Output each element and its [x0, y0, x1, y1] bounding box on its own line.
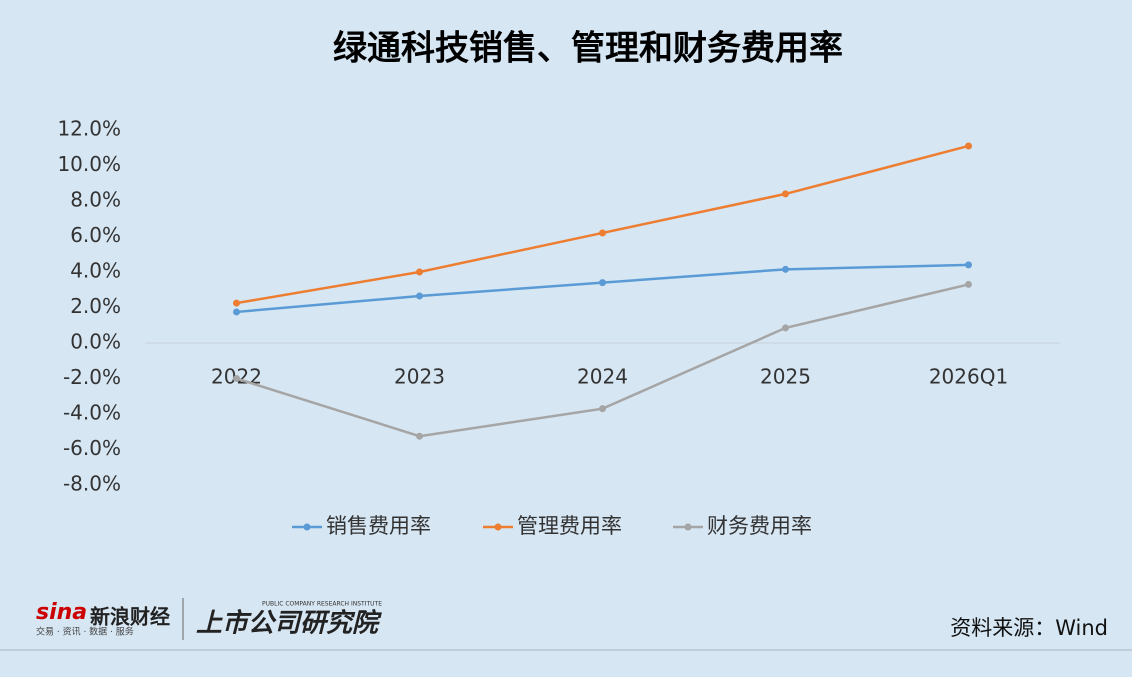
point [599, 279, 606, 287]
brand: 新浪财经 [90, 605, 170, 629]
point [233, 308, 240, 316]
y-tick-label: -6.0% [63, 436, 121, 460]
y-tick-label: 4.0% [70, 259, 121, 283]
y-tick-label: 10.0% [57, 152, 121, 176]
legend-marker [494, 523, 502, 531]
x-tick-label: 2023 [394, 365, 445, 389]
legend-label: 管理费用率 [517, 514, 622, 538]
y-tick-label: 6.0% [70, 223, 121, 247]
point [233, 299, 240, 307]
brand-logo: sina [36, 600, 87, 625]
institute-en: PUBLIC COMPANY RESEARCH INSTITUTE [262, 601, 382, 608]
point [599, 229, 606, 237]
y-tick-label: -8.0% [63, 472, 121, 496]
point [416, 268, 423, 276]
point [782, 265, 789, 273]
point [782, 190, 789, 198]
x-tick-label: 2026Q1 [929, 365, 1008, 389]
brand-tagline: 交易 · 资讯 · 数据 · 服务 [36, 626, 134, 638]
y-tick-label: 12.0% [57, 117, 121, 141]
point [416, 432, 423, 440]
x-tick-label: 2024 [577, 365, 628, 389]
source: 资料来源：Wind [950, 616, 1108, 640]
point [965, 142, 972, 150]
legend-label: 销售费用率 [326, 514, 431, 538]
x-tick-label: 2025 [760, 365, 811, 389]
point [965, 280, 972, 288]
institute: 上市公司研究院 [196, 609, 382, 639]
legend-label: 财务费用率 [707, 514, 812, 538]
y-tick-label: 2.0% [70, 294, 121, 318]
point [965, 261, 972, 269]
y-tick-label: 0.0% [70, 330, 121, 354]
point [782, 324, 789, 332]
legend-marker [684, 523, 692, 531]
y-tick-label: -4.0% [63, 401, 121, 425]
y-tick-label: -2.0% [63, 365, 121, 389]
y-tick-label: 8.0% [70, 188, 121, 212]
legend-marker [303, 523, 311, 531]
chart-title: 绿通科技销售、管理和财务费用率 [333, 29, 843, 69]
point [599, 405, 606, 413]
point [233, 375, 240, 382]
point [416, 292, 423, 300]
